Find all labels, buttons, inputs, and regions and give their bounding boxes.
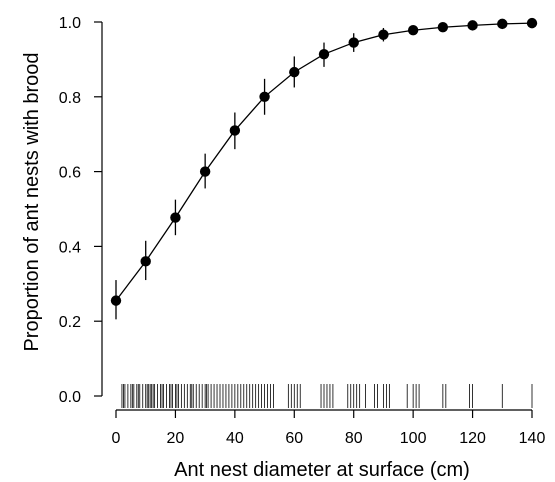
axes: 0 20 40 60 80 100 120 140 0.0 0.2 0.4 0.6 0.8 1.0 xyxy=(59,15,546,447)
y-tick-label: 1.0 xyxy=(59,15,81,32)
data-point xyxy=(259,91,270,103)
x-tick-label: 60 xyxy=(285,430,303,447)
x-tick-label: 0 xyxy=(112,430,121,447)
data-point xyxy=(407,25,419,36)
data-point xyxy=(318,48,330,60)
y-tick-label: 0.2 xyxy=(59,314,81,331)
plot-area xyxy=(110,17,538,320)
data-point xyxy=(437,22,449,33)
data-point xyxy=(378,29,389,40)
x-tick-label: 140 xyxy=(519,430,546,447)
x-tick-label: 80 xyxy=(345,430,363,447)
y-tick-label: 0.6 xyxy=(59,165,81,182)
data-point xyxy=(526,17,538,29)
x-tick-label: 40 xyxy=(226,430,244,447)
x-axis-title: Ant nest diameter at surface (cm) xyxy=(174,459,470,481)
data-point xyxy=(170,212,181,223)
y-tick-label: 0.4 xyxy=(59,239,81,256)
data-point xyxy=(110,295,122,306)
y-ticks: 0.0 0.2 0.4 0.6 0.8 1.0 xyxy=(59,15,102,406)
x-tick-label: 120 xyxy=(459,430,486,447)
x-tick-label: 100 xyxy=(400,430,427,447)
data-point xyxy=(140,256,151,267)
y-tick-label: 0.0 xyxy=(59,389,81,406)
data-point xyxy=(289,66,300,78)
y-tick-label: 0.8 xyxy=(59,90,81,107)
data-point xyxy=(199,166,211,177)
x-ticks: 0 20 40 60 80 100 120 140 xyxy=(112,410,546,447)
data-point xyxy=(497,18,508,30)
x-tick-label: 20 xyxy=(167,430,185,447)
rug-marks xyxy=(121,384,533,408)
data-point xyxy=(229,125,241,136)
data-point xyxy=(348,37,359,48)
y-axis-title: Proportion of ant nests with brood xyxy=(21,52,43,351)
data-point xyxy=(467,20,478,31)
